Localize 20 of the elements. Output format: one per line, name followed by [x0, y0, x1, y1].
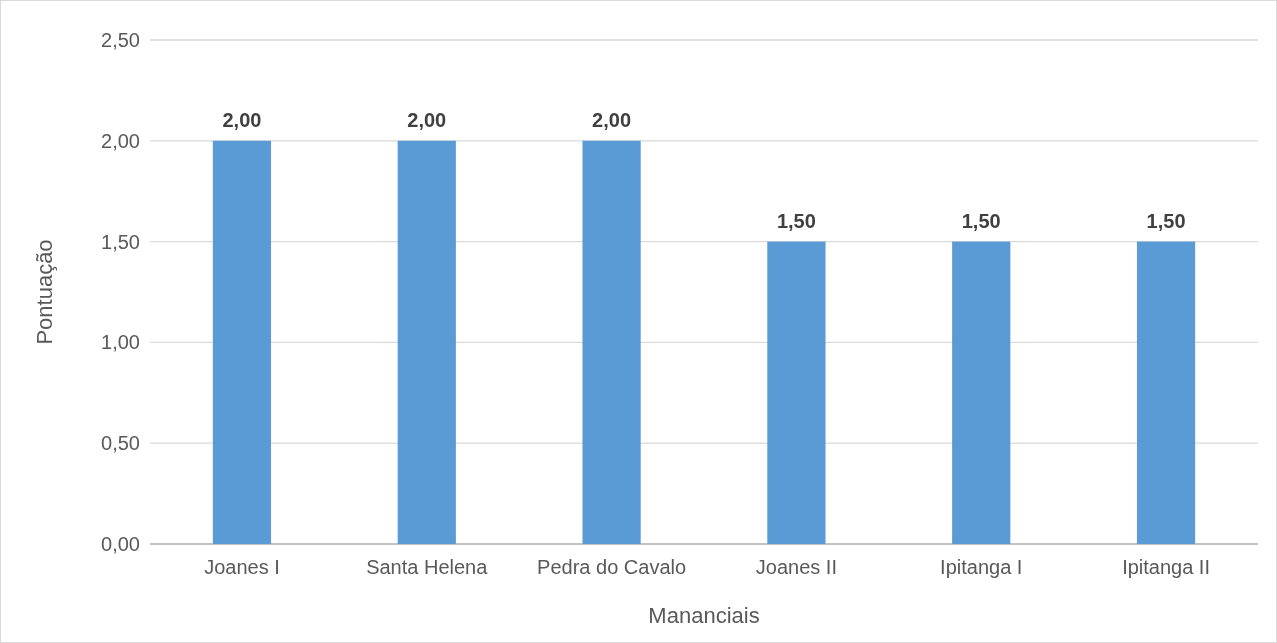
- data-label: 1,50: [961, 209, 1001, 232]
- data-label: 2,00: [407, 108, 447, 131]
- y-tick-label: 0,50: [101, 432, 140, 455]
- y-tick-label: 0,00: [101, 533, 140, 555]
- y-tick-label: 2,50: [101, 29, 140, 51]
- y-tick-label: 1,50: [101, 230, 140, 253]
- y-tick-label: 2,00: [101, 129, 140, 152]
- data-label: 2,00: [592, 108, 632, 131]
- x-axis-title: Mananciais: [648, 603, 760, 628]
- x-tick-label: Santa Helena: [366, 556, 489, 578]
- y-axis-title: Pontuação: [32, 239, 57, 345]
- data-label: 1,50: [1146, 209, 1186, 232]
- x-tick-label: Pedra do Cavalo: [537, 556, 687, 578]
- x-tick-label: Ipitanga I: [940, 556, 1023, 578]
- x-tick-label: Joanes I: [204, 556, 280, 578]
- y-tick-label: 1,00: [101, 331, 140, 354]
- data-label: 1,50: [776, 209, 816, 232]
- x-tick-label: Ipitanga II: [1122, 556, 1210, 578]
- x-tick-label: Joanes II: [755, 556, 837, 578]
- data-label: 2,00: [222, 108, 262, 131]
